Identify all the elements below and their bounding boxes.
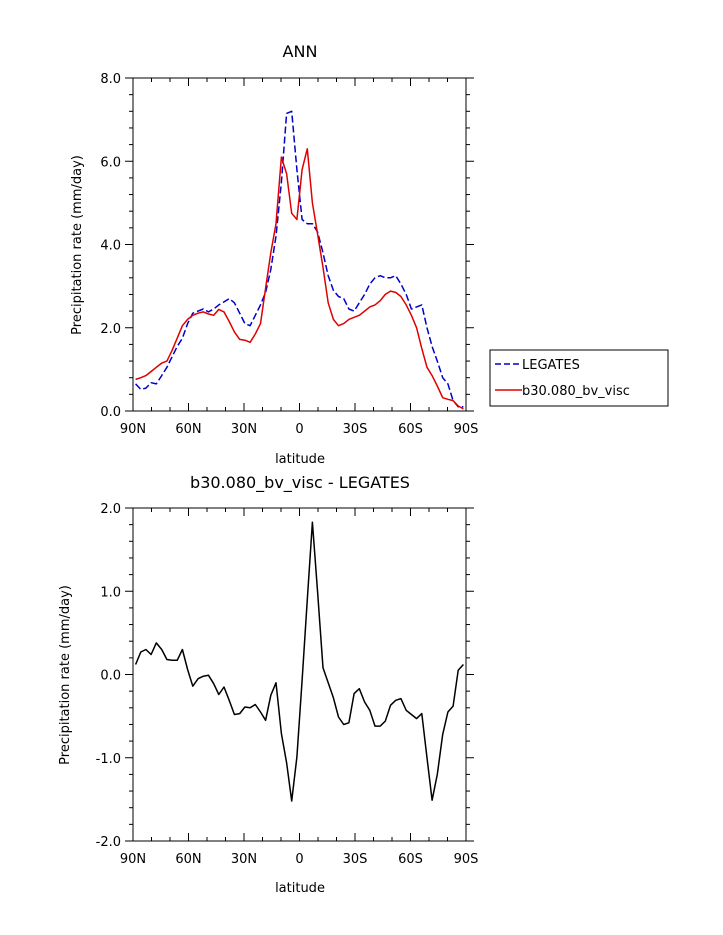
x-tick-label: 0 [295,852,303,867]
x-tick-label: 90S [454,422,479,437]
series-line-b30-080-bv-visc [135,148,464,410]
y-tick-label: 0.0 [100,669,121,684]
axis-ticks: 90N 60N 30N 0 30S 60S 90S 0.0 2.0 4.0 6.0 8.0 [100,72,478,437]
legend-label-legates: LEGATES [522,358,580,373]
x-tick-label: 30N [231,852,257,867]
y-tick-label: 1.0 [100,585,121,600]
y-tick-label: 0.0 [100,405,121,420]
chart-title: b30.080_bv_visc - LEGATES [190,473,410,493]
x-tick-label: 30N [231,422,257,437]
x-tick-label: 60S [398,422,423,437]
series-line-b30-080-bv-visc-legates [134,521,464,802]
chart-annual-mean: ANN 90N 60N 30N 0 30S 60S 90S 0.0 2.0 4.0 6.0 8.0 l… [70,42,478,467]
x-tick-label: 60S [398,852,423,867]
x-tick-label: 30S [343,422,368,437]
series-line-legates [135,110,464,408]
x-axis-label: latitude [275,881,325,896]
y-axis-label: Precipitation rate (mm/day) [70,155,85,335]
chart-title: ANN [283,42,318,61]
plot-frame [132,507,467,842]
x-tick-label: 90N [120,852,146,867]
y-tick-label: -1.0 [96,752,121,767]
y-tick-label: 4.0 [100,239,121,254]
axis-ticks: 90N 60N 30N 0 30S 60S 90S -2.0 -1.0 0.0 1.0 2.0 [96,502,479,867]
x-tick-label: 0 [295,422,303,437]
series-layer [135,110,464,410]
y-tick-label: 8.0 [100,72,121,87]
y-tick-label: 2.0 [100,502,121,517]
y-axis-label: Precipitation rate (mm/day) [58,585,73,765]
x-tick-label: 90S [454,852,479,867]
series-layer [134,521,464,802]
x-tick-label: 30S [343,852,368,867]
x-tick-label: 90N [120,422,146,437]
y-tick-label: 2.0 [100,322,121,337]
x-tick-label: 60N [175,422,201,437]
y-tick-label: 6.0 [100,155,121,170]
x-tick-label: 60N [175,852,201,867]
plot-frame [132,77,467,412]
legend-label-model: b30.080_bv_visc [522,384,630,399]
legend-box [489,349,669,407]
x-axis-label: latitude [275,452,325,467]
y-tick-label: -2.0 [96,835,121,850]
legend: LEGATES b30.080_bv_visc [489,349,669,407]
chart-difference: b30.080_bv_visc - LEGATES 90N 60N 30N 0 30S 6… [58,473,478,896]
